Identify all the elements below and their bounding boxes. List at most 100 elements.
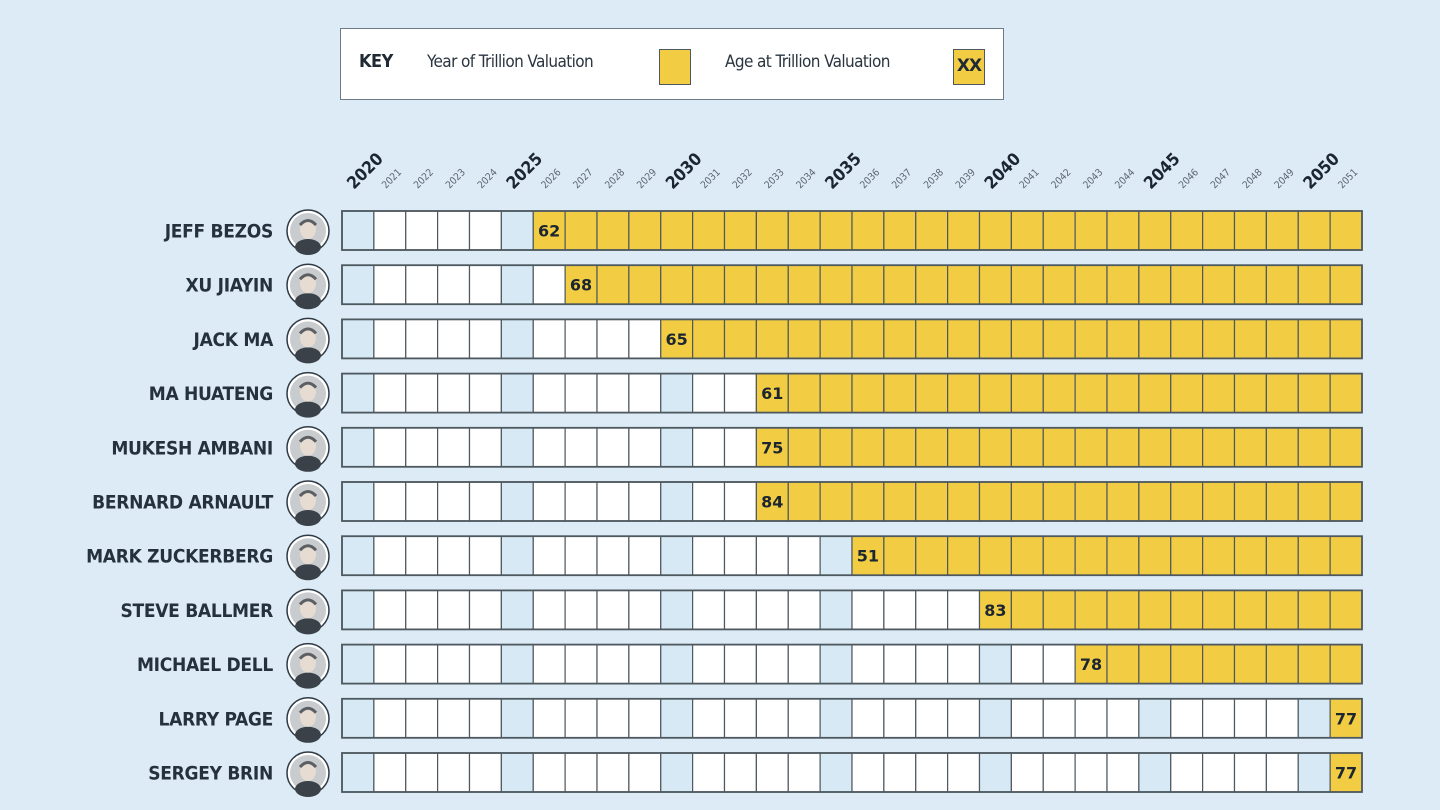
year-cell xyxy=(1042,481,1076,522)
year-cell xyxy=(500,752,534,793)
year-cell xyxy=(723,427,757,468)
year-cell xyxy=(596,589,630,631)
year-cell xyxy=(341,210,375,251)
year-cell xyxy=(1202,752,1236,793)
age-label: 75 xyxy=(761,438,783,457)
row-border xyxy=(341,752,1363,793)
year-cell xyxy=(628,535,662,576)
year-cell xyxy=(564,373,598,414)
year-tick-label: 2038 xyxy=(922,167,946,191)
year-cell xyxy=(1138,643,1172,685)
person-name: MARK ZUCKERBERG xyxy=(86,546,273,568)
year-cell xyxy=(1297,535,1331,576)
year-cell xyxy=(596,643,630,685)
year-cell xyxy=(1297,264,1331,305)
person-name: JEFF BEZOS xyxy=(164,221,273,243)
year-cell xyxy=(1202,589,1236,631)
year-cell xyxy=(468,698,502,739)
year-cell xyxy=(819,698,853,739)
year-cell xyxy=(373,210,407,251)
year-cell xyxy=(787,698,821,739)
year-tick-label: 2051 xyxy=(1336,167,1360,191)
year-cell xyxy=(1233,752,1267,793)
year-cell xyxy=(1138,427,1172,468)
year-cell xyxy=(723,264,757,305)
year-cell xyxy=(787,373,821,414)
year-cell xyxy=(851,427,885,468)
year-cell xyxy=(405,318,439,359)
person-name: MUKESH AMBANI xyxy=(111,437,273,459)
year-cell xyxy=(660,589,694,631)
year-cell xyxy=(373,427,407,468)
year-cell xyxy=(692,643,726,685)
year-cell xyxy=(1042,589,1076,631)
year-cell xyxy=(341,698,375,739)
year-cell xyxy=(1202,427,1236,468)
year-cell xyxy=(437,318,471,359)
year-cell xyxy=(1170,427,1204,468)
year-cell xyxy=(500,373,534,414)
year-cell xyxy=(1297,427,1331,468)
year-cell xyxy=(564,698,598,739)
year-cell xyxy=(787,264,821,305)
year-cell xyxy=(1170,535,1204,576)
year-cell xyxy=(1202,643,1236,685)
year-cell xyxy=(978,752,1012,793)
year-cell xyxy=(1202,318,1236,359)
year-cell xyxy=(1106,752,1140,793)
year-tick-label: 2049 xyxy=(1273,167,1297,191)
year-cell xyxy=(1138,535,1172,576)
year-cell xyxy=(947,698,981,739)
year-cell xyxy=(723,752,757,793)
year-cell xyxy=(1042,373,1076,414)
year-cell xyxy=(1233,427,1267,468)
year-cell xyxy=(628,698,662,739)
year-cell xyxy=(851,481,885,522)
year-cell xyxy=(405,589,439,631)
year-tick-label: 2024 xyxy=(476,167,500,191)
year-cell xyxy=(947,752,981,793)
year-tick-label: 2021 xyxy=(380,167,404,191)
year-cell xyxy=(787,427,821,468)
year-cell xyxy=(596,210,630,251)
year-cell xyxy=(532,589,566,631)
year-cell xyxy=(564,264,598,305)
year-tick-label: 2026 xyxy=(540,167,564,191)
person-row: LARRY PAGE 77 xyxy=(159,697,1363,743)
year-cell xyxy=(1297,210,1331,251)
year-cell xyxy=(500,427,534,468)
year-cell xyxy=(373,643,407,685)
year-cell xyxy=(628,210,662,251)
year-cell xyxy=(1233,535,1267,576)
year-tick-label: 2030 xyxy=(662,149,706,193)
year-cell xyxy=(1010,318,1044,359)
year-cell xyxy=(1138,318,1172,359)
year-cell xyxy=(1233,210,1267,251)
year-cell xyxy=(405,698,439,739)
legend-age-swatch: XX xyxy=(953,49,985,85)
row-border xyxy=(341,210,1363,251)
year-cell xyxy=(1138,589,1172,631)
year-cell xyxy=(1010,535,1044,576)
person-photo-icon xyxy=(286,371,330,418)
year-cell xyxy=(468,373,502,414)
year-cell xyxy=(660,535,694,576)
year-cell xyxy=(692,264,726,305)
year-cell xyxy=(1329,643,1363,685)
year-cell xyxy=(692,318,726,359)
year-cell xyxy=(437,210,471,251)
legend-year-swatch xyxy=(659,49,691,85)
year-cell xyxy=(628,481,662,522)
age-label: 83 xyxy=(984,601,1006,620)
year-cell xyxy=(341,589,375,631)
year-cell xyxy=(437,589,471,631)
year-cell xyxy=(468,589,502,631)
year-cell xyxy=(1170,318,1204,359)
year-cell xyxy=(628,589,662,631)
person-photo-icon xyxy=(286,480,330,526)
year-cell xyxy=(500,535,534,576)
year-cell xyxy=(468,318,502,359)
year-cell xyxy=(1170,752,1204,793)
year-tick-label: 2032 xyxy=(731,167,755,191)
